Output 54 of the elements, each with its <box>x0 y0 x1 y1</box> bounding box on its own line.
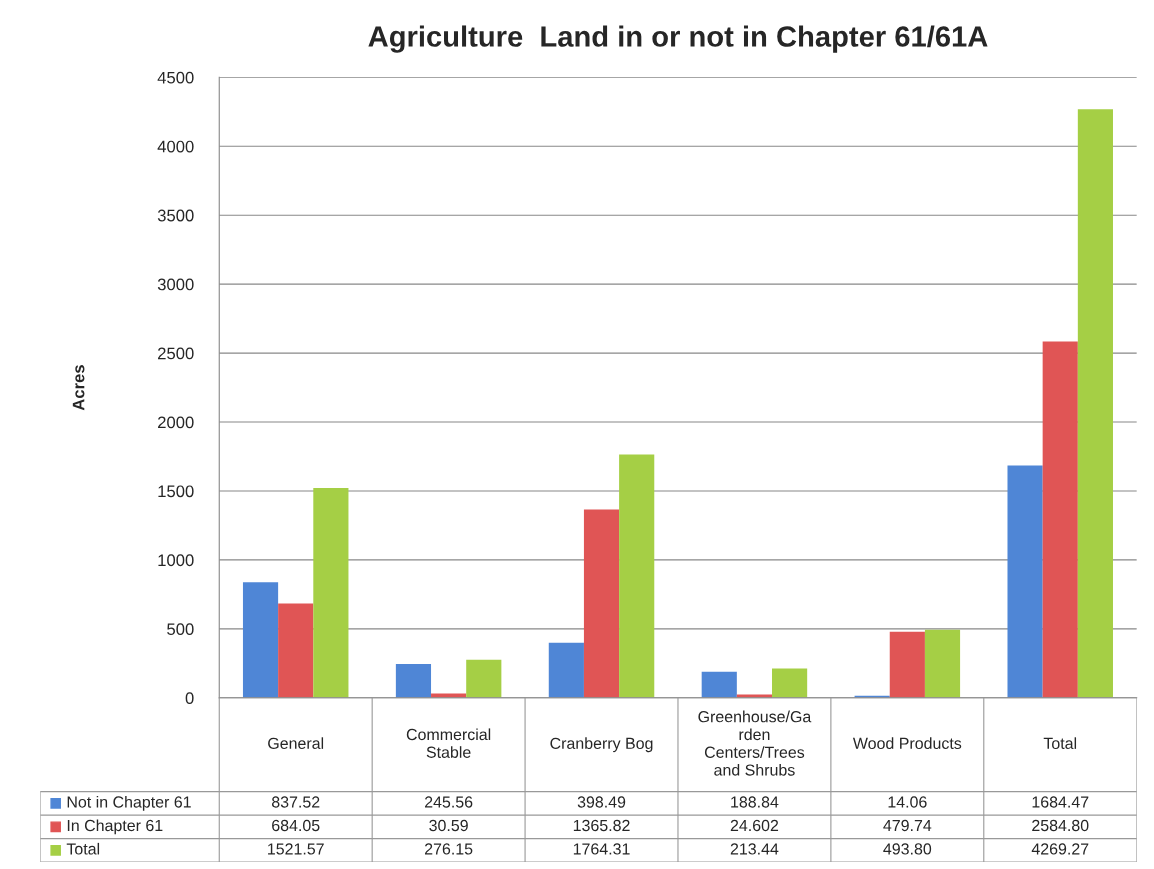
data-label: 684.05 <box>272 819 320 832</box>
bar <box>1042 341 1078 698</box>
data-label: 24.602 <box>730 819 779 832</box>
y-tick-label: 1000 <box>158 554 194 567</box>
y-axis-title: Acres <box>72 365 85 411</box>
x-tick-label: Total <box>1043 737 1077 750</box>
y-tick-label: 500 <box>167 623 194 636</box>
bar <box>313 488 349 698</box>
legend-label: Total <box>66 842 100 855</box>
bar <box>583 509 620 698</box>
data-label: 479.74 <box>883 819 932 832</box>
bar <box>772 668 808 698</box>
data-label: 14.06 <box>888 796 927 808</box>
y-tick-label: 3500 <box>157 209 194 222</box>
y-tick-label: 4000 <box>157 140 194 153</box>
y-tick-label: 1500 <box>158 485 194 498</box>
data-label: 30.59 <box>429 819 468 832</box>
bar <box>242 582 279 698</box>
bar <box>278 603 314 698</box>
y-tick-label: 2000 <box>158 416 194 429</box>
y-tick-label: 2500 <box>158 347 194 360</box>
x-tick-label: Wood Products <box>852 737 962 750</box>
data-label: 1764.31 <box>573 843 630 855</box>
data-label: 398.49 <box>577 796 626 808</box>
bar <box>889 631 925 698</box>
legend-label: Not in Chapter 61 <box>67 795 191 811</box>
chart-title: Agriculture Land in or not in Chapter 61/61A <box>368 25 988 53</box>
data-label: 1521.57 <box>268 843 324 855</box>
bar <box>548 642 584 698</box>
x-tick-label: General <box>268 737 324 750</box>
data-label: 1365.82 <box>573 819 630 832</box>
y-tick-label: 0 <box>185 692 194 705</box>
bar <box>701 671 737 698</box>
bar <box>1077 109 1113 698</box>
data-label: 213.44 <box>730 843 779 855</box>
bar <box>619 454 655 698</box>
data-label: 1684.47 <box>1032 796 1089 808</box>
data-label: 493.80 <box>883 843 932 855</box>
bar <box>466 659 502 698</box>
x-tick-label: Commercial Stable <box>406 728 491 758</box>
data-label: 4269.27 <box>1031 843 1089 855</box>
bar <box>395 663 432 698</box>
x-tick-label: Greenhouse/Ga rden Centers/Trees and Shrubs <box>698 710 812 776</box>
data-label: 245.56 <box>425 796 473 808</box>
data-label: 276.15 <box>425 843 473 855</box>
bar <box>924 629 961 698</box>
y-tick-label: 3000 <box>157 278 194 291</box>
x-tick-label: Cranberry Bog <box>550 737 653 753</box>
y-tick-label: 4500 <box>157 71 194 84</box>
bar <box>1007 465 1043 698</box>
data-label: 837.52 <box>271 796 320 808</box>
data-label: 2584.80 <box>1032 819 1089 832</box>
legend-label: In Chapter 61 <box>67 819 163 835</box>
data-label: 188.84 <box>731 796 779 808</box>
